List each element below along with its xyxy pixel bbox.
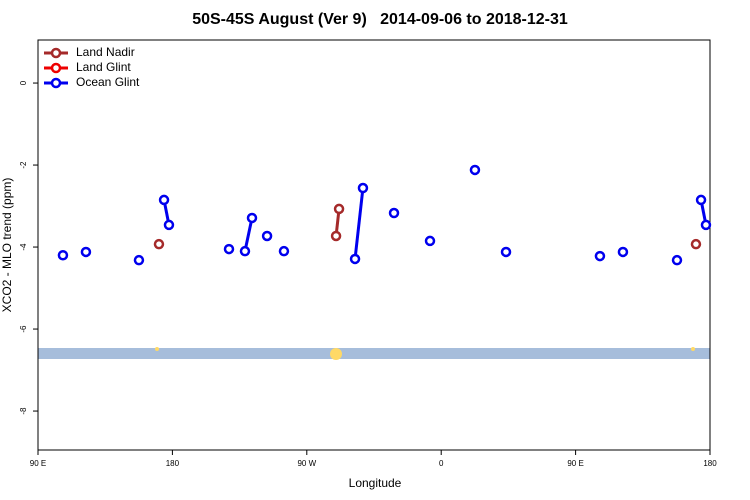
x-axis-label: Longitude [349,476,402,490]
data-point [80,246,92,258]
legend-marker [50,77,62,89]
coverage-dot [330,348,342,360]
y-tick-label: -6 [19,325,28,333]
data-point [163,219,175,231]
x-tick-label: 180 [703,459,717,468]
plot-frame [37,39,711,451]
x-tick-label: 90 E [567,459,583,468]
data-point [261,230,273,242]
series-line [243,217,254,252]
y-axis-label: XCO2 - MLO trend (ppm) [0,178,14,313]
chart-title: 50S-45S August (Ver 9) 2014-09-06 to 201… [192,11,568,28]
coverage-dot [691,347,695,351]
coverage-dot [155,347,159,351]
y-tick-label: -8 [19,407,28,415]
data-point [424,235,436,247]
data-point [158,194,170,206]
data-point [617,246,629,258]
x-tick-label: 90 W [297,459,316,468]
data-point [349,253,361,265]
data-point [239,245,251,257]
x-tick-label: 180 [166,459,180,468]
data-point [690,238,702,250]
data-point [469,164,481,176]
data-point [246,212,258,224]
legend-marker [50,47,62,59]
data-point [333,203,345,215]
legend-label: Ocean Glint [76,75,140,89]
data-point [500,246,512,258]
data-point [330,230,342,242]
legend-label: Land Glint [76,60,131,74]
data-point [357,182,369,194]
data-point [695,194,707,206]
x-tick-label: 0 [439,459,444,468]
data-point [153,238,165,250]
coverage-band [38,348,710,359]
data-point [223,243,235,255]
y-tick-label: -4 [19,243,28,251]
data-point [278,245,290,257]
data-point [57,250,69,261]
series-line [353,187,365,260]
data-point [700,219,712,231]
y-tick-label: 0 [19,80,28,85]
data-point [594,250,606,262]
data-point [388,207,400,219]
data-point [671,254,683,266]
legend-marker [50,62,62,74]
y-tick-label: -2 [19,161,28,169]
data-point [133,254,145,266]
x-tick-label: 90 E [30,459,46,468]
legend-label: Land Nadir [76,45,135,59]
